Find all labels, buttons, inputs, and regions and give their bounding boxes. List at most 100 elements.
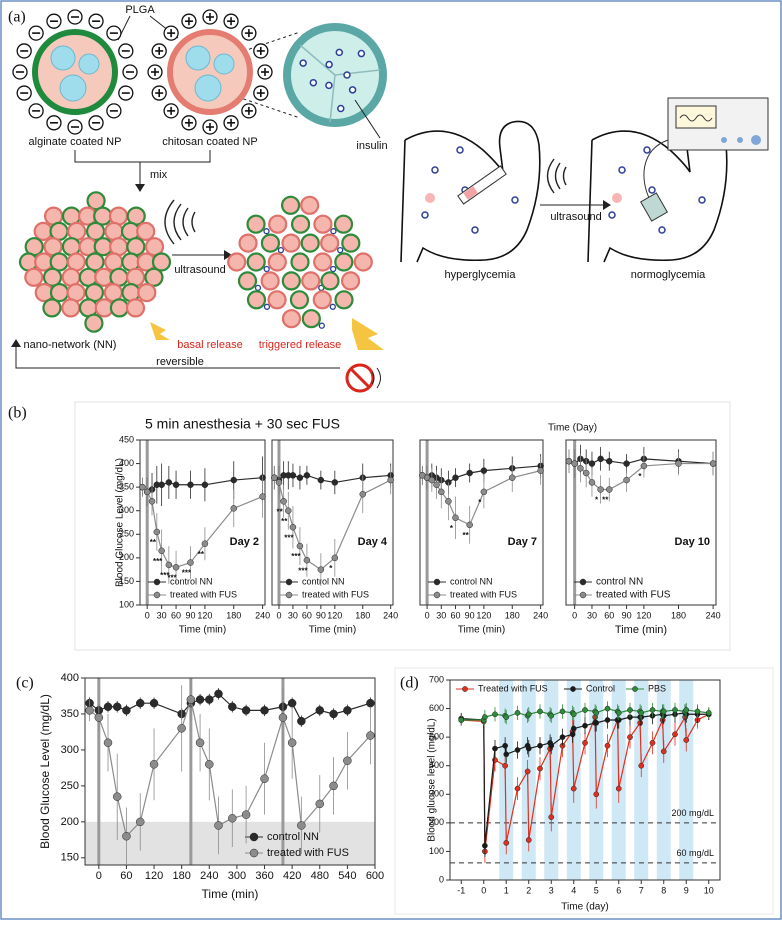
- label: basal release: [177, 339, 242, 351]
- data-point: [683, 707, 690, 713]
- data-point: [514, 710, 521, 716]
- x-tick-label: 240: [383, 610, 398, 620]
- data-point: [158, 547, 165, 555]
- data-point: [172, 564, 180, 571]
- legend-label: treated with FUS: [267, 847, 349, 859]
- label: nano-network (NN): [24, 339, 117, 351]
- nanoparticle: [260, 271, 280, 291]
- x-tick-label: 4: [571, 885, 576, 895]
- data-point: [606, 457, 613, 465]
- x-tick-label: 0: [276, 610, 281, 620]
- insulin: [343, 71, 351, 79]
- y-tick-label: 250: [61, 780, 79, 792]
- data-point: [660, 708, 667, 715]
- significance: **: [198, 550, 205, 559]
- nanoparticle: [144, 237, 165, 257]
- data-point: [331, 554, 339, 562]
- data-point: [482, 714, 488, 720]
- significance: *: [450, 524, 454, 533]
- x-tick-label: 60: [171, 610, 181, 620]
- insulin: [309, 78, 318, 87]
- nanoparticle: [137, 283, 157, 303]
- data-point: [593, 791, 600, 798]
- legend-label: control NN: [267, 831, 319, 843]
- nanoparticle: [42, 267, 63, 287]
- data-point: [94, 713, 104, 722]
- data-point: [524, 768, 531, 775]
- insulin: [511, 196, 519, 204]
- x-tick-label: 60: [302, 610, 312, 620]
- legend-label: Control: [586, 683, 615, 693]
- data-point: [571, 460, 578, 467]
- sound-waves: [164, 199, 196, 245]
- x-tick-label: 120: [327, 610, 342, 620]
- arrow-head: [224, 250, 232, 260]
- nanoparticle: [42, 298, 62, 318]
- treatment-band: [679, 680, 694, 880]
- insulin: [325, 81, 333, 90]
- panel-frame: [394, 667, 774, 915]
- x-tick-label: 90: [622, 610, 632, 620]
- data-point: [705, 710, 712, 716]
- data-point: [315, 706, 325, 715]
- data-point: [649, 707, 656, 713]
- nanoparticle: [313, 252, 333, 272]
- nanoparticle: [144, 267, 164, 287]
- data-point: [672, 707, 678, 713]
- legend-label: control NN: [302, 576, 345, 586]
- label: chitosan coated NP: [162, 136, 257, 148]
- data-point: [627, 707, 633, 713]
- y-tick-label: 0: [439, 874, 444, 884]
- no-sound-icon: [345, 363, 375, 393]
- insulin: [471, 226, 479, 234]
- data-point: [135, 817, 145, 827]
- x-tick-label: 180: [671, 610, 686, 620]
- panel-label: (a): [8, 9, 26, 26]
- data-point: [359, 490, 366, 498]
- significance: **: [463, 531, 470, 540]
- data-point: [287, 698, 297, 708]
- x-tick-label: -1: [457, 885, 465, 895]
- treatment-band: [499, 680, 514, 880]
- zoom-divider: [299, 44, 381, 123]
- nanoparticle: [280, 195, 301, 215]
- data-point: [638, 710, 645, 716]
- significance: **: [281, 517, 288, 526]
- data-point: [289, 472, 297, 479]
- insulin: [643, 146, 651, 154]
- data-point: [205, 760, 214, 769]
- x-axis-label: Time (min): [179, 625, 226, 636]
- y-tick-label: 200: [119, 552, 134, 562]
- data-point: [280, 498, 287, 505]
- panel-frame: [74, 401, 731, 651]
- x-tick-label: 7: [639, 885, 644, 895]
- y-tick-label: 150: [61, 852, 79, 864]
- data-point: [228, 702, 237, 712]
- nanoparticle: [290, 214, 311, 234]
- nanoparticle: [268, 214, 288, 234]
- pointer: [354, 99, 381, 139]
- legend-label: treated with FUS: [170, 589, 237, 599]
- x-tick-label: 1: [504, 885, 509, 895]
- data-point: [514, 785, 521, 792]
- data-point: [525, 745, 532, 752]
- y-tick-label: 500: [429, 732, 444, 742]
- chart-title: Day 2: [230, 536, 259, 548]
- data-point: [638, 762, 645, 769]
- data-point: [241, 810, 251, 819]
- data-point: [214, 821, 223, 830]
- data-point: [604, 742, 611, 749]
- plot-frame: [271, 439, 394, 606]
- legend-marker: [579, 578, 587, 586]
- data-point: [296, 542, 304, 550]
- data-point: [514, 747, 521, 753]
- data-point: [570, 785, 577, 792]
- data-point: [260, 774, 269, 783]
- x-tick-label: 90: [316, 610, 326, 620]
- data-point: [297, 716, 306, 726]
- nanoparticle: [151, 252, 172, 272]
- x-tick-label: 120: [197, 610, 212, 620]
- data-point: [148, 498, 156, 505]
- x-tick-label: 8: [661, 885, 666, 895]
- reversible-arrow: [15, 345, 340, 369]
